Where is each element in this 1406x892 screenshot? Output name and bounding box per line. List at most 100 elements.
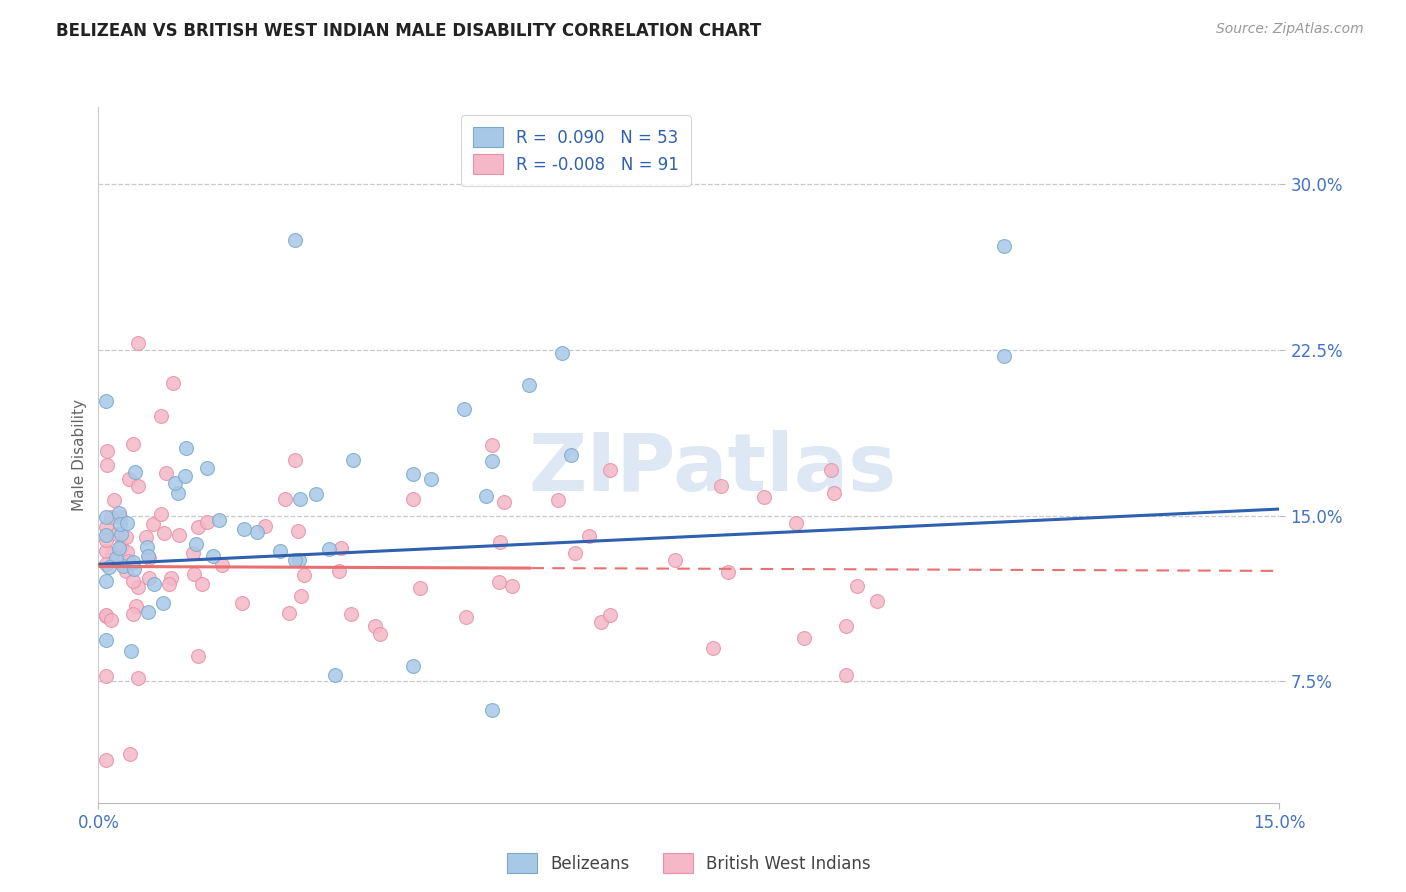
Point	[288, 492, 311, 507]
Point	[454, 610, 477, 624]
Point	[481, 703, 503, 717]
Point	[120, 643, 142, 657]
Point	[993, 350, 1015, 364]
Point	[835, 667, 858, 681]
Point	[96, 753, 118, 767]
Point	[96, 632, 118, 647]
Point	[166, 486, 188, 500]
Point	[96, 528, 118, 542]
Point	[474, 489, 496, 503]
Point	[488, 575, 510, 590]
Point	[370, 626, 392, 640]
Point	[408, 581, 430, 595]
Point	[820, 463, 842, 477]
Point	[453, 401, 475, 416]
Point	[96, 520, 118, 534]
Point	[115, 530, 138, 544]
Point	[290, 589, 312, 603]
Point	[547, 492, 569, 507]
Legend: Belizeans, British West Indians: Belizeans, British West Indians	[495, 841, 883, 885]
Point	[284, 553, 307, 567]
Point	[183, 566, 205, 581]
Point	[402, 491, 425, 506]
Point	[96, 533, 118, 548]
Point	[124, 465, 146, 479]
Point	[127, 479, 149, 493]
Point	[127, 336, 149, 351]
Point	[253, 519, 276, 533]
Point	[127, 671, 149, 685]
Point	[269, 544, 291, 558]
Point	[328, 564, 350, 578]
Point	[115, 545, 138, 559]
Point	[318, 542, 340, 557]
Point	[96, 458, 118, 472]
Point	[702, 641, 724, 656]
Point	[118, 472, 141, 486]
Point	[122, 555, 145, 569]
Point	[174, 469, 197, 483]
Y-axis label: Male Disability: Male Disability	[72, 399, 87, 511]
Point	[754, 491, 776, 505]
Point	[187, 648, 209, 663]
Point	[136, 540, 159, 554]
Point	[402, 658, 425, 673]
Point	[591, 615, 613, 629]
Point	[108, 506, 131, 520]
Point	[274, 491, 297, 506]
Point	[152, 596, 174, 610]
Text: ZIPatlas: ZIPatlas	[529, 430, 897, 508]
Point	[340, 607, 363, 621]
Point	[419, 472, 441, 486]
Point	[105, 527, 128, 541]
Point	[329, 541, 352, 555]
Text: BELIZEAN VS BRITISH WEST INDIAN MALE DISABILITY CORRELATION CHART: BELIZEAN VS BRITISH WEST INDIAN MALE DIS…	[56, 22, 762, 40]
Point	[195, 515, 218, 529]
Point	[519, 377, 541, 392]
Point	[110, 540, 132, 554]
Point	[489, 534, 512, 549]
Point	[288, 553, 311, 567]
Text: Source: ZipAtlas.com: Source: ZipAtlas.com	[1216, 22, 1364, 37]
Point	[231, 596, 253, 610]
Point	[599, 608, 621, 623]
Point	[993, 239, 1015, 253]
Point	[112, 558, 135, 573]
Point	[174, 441, 197, 455]
Point	[599, 463, 621, 477]
Point	[118, 747, 141, 762]
Point	[578, 529, 600, 543]
Point	[278, 606, 301, 620]
Point	[100, 613, 122, 627]
Point	[664, 552, 686, 566]
Point	[108, 510, 131, 524]
Point	[96, 443, 118, 458]
Point	[246, 524, 269, 539]
Point	[122, 574, 145, 588]
Point	[197, 460, 219, 475]
Point	[96, 608, 118, 623]
Point	[97, 560, 120, 574]
Point	[481, 438, 503, 452]
Point	[560, 448, 582, 462]
Point	[169, 528, 191, 542]
Point	[122, 607, 145, 622]
Point	[100, 510, 122, 524]
Point	[785, 516, 807, 530]
Point	[501, 579, 523, 593]
Point	[793, 631, 815, 645]
Point	[96, 544, 118, 558]
Point	[96, 609, 118, 624]
Point	[135, 530, 157, 544]
Point	[364, 618, 387, 632]
Point	[110, 527, 132, 541]
Point	[211, 558, 233, 573]
Point	[187, 520, 209, 534]
Point	[184, 537, 207, 551]
Point	[284, 233, 307, 247]
Point	[150, 507, 173, 521]
Point	[183, 546, 205, 560]
Point	[717, 565, 740, 579]
Point	[122, 562, 145, 576]
Point	[292, 567, 315, 582]
